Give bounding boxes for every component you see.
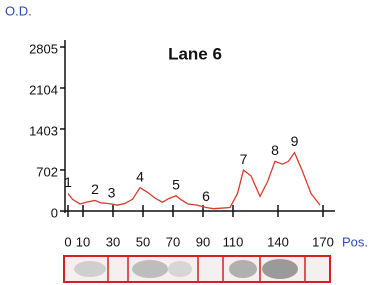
- x-tick-label: 90: [196, 234, 210, 249]
- peak-label: 2: [91, 181, 99, 197]
- x-axis-label: Pos.: [342, 234, 368, 249]
- y-tick-label: 0: [51, 205, 58, 220]
- x-tick-label: 10: [76, 234, 90, 249]
- peak-label: 4: [136, 168, 144, 184]
- x-tick-label: 170: [312, 234, 334, 249]
- peak-label: 3: [108, 185, 116, 201]
- peak-label: 7: [240, 151, 248, 167]
- chart-title: Lane 6: [168, 44, 222, 63]
- chart: O.D. Lane 6 Pos. 07021403210428050103050…: [0, 0, 384, 285]
- y-tick-label: 1403: [29, 123, 58, 138]
- y-tick-label: 2104: [29, 82, 58, 97]
- y-axis-label: O.D.: [5, 3, 32, 18]
- x-tick-label: 30: [106, 234, 120, 249]
- peak-label: 8: [271, 142, 279, 158]
- peak-label: 1: [64, 174, 72, 190]
- data-line: [68, 153, 320, 209]
- peak-label: 5: [172, 177, 180, 193]
- peak-label: 6: [202, 188, 210, 204]
- x-tick-label: 110: [223, 234, 244, 249]
- x-tick-label: 0: [64, 234, 71, 249]
- gel-strip: [64, 256, 330, 282]
- x-tick-label: 70: [166, 234, 180, 249]
- page: {"chart_data": {"type": "line", "title":…: [0, 0, 384, 285]
- x-tick-label: 140: [267, 234, 289, 249]
- x-tick-label: 50: [136, 234, 150, 249]
- peak-label: 9: [291, 133, 299, 149]
- y-tick-label: 2805: [29, 41, 58, 56]
- y-tick-label: 702: [36, 164, 58, 179]
